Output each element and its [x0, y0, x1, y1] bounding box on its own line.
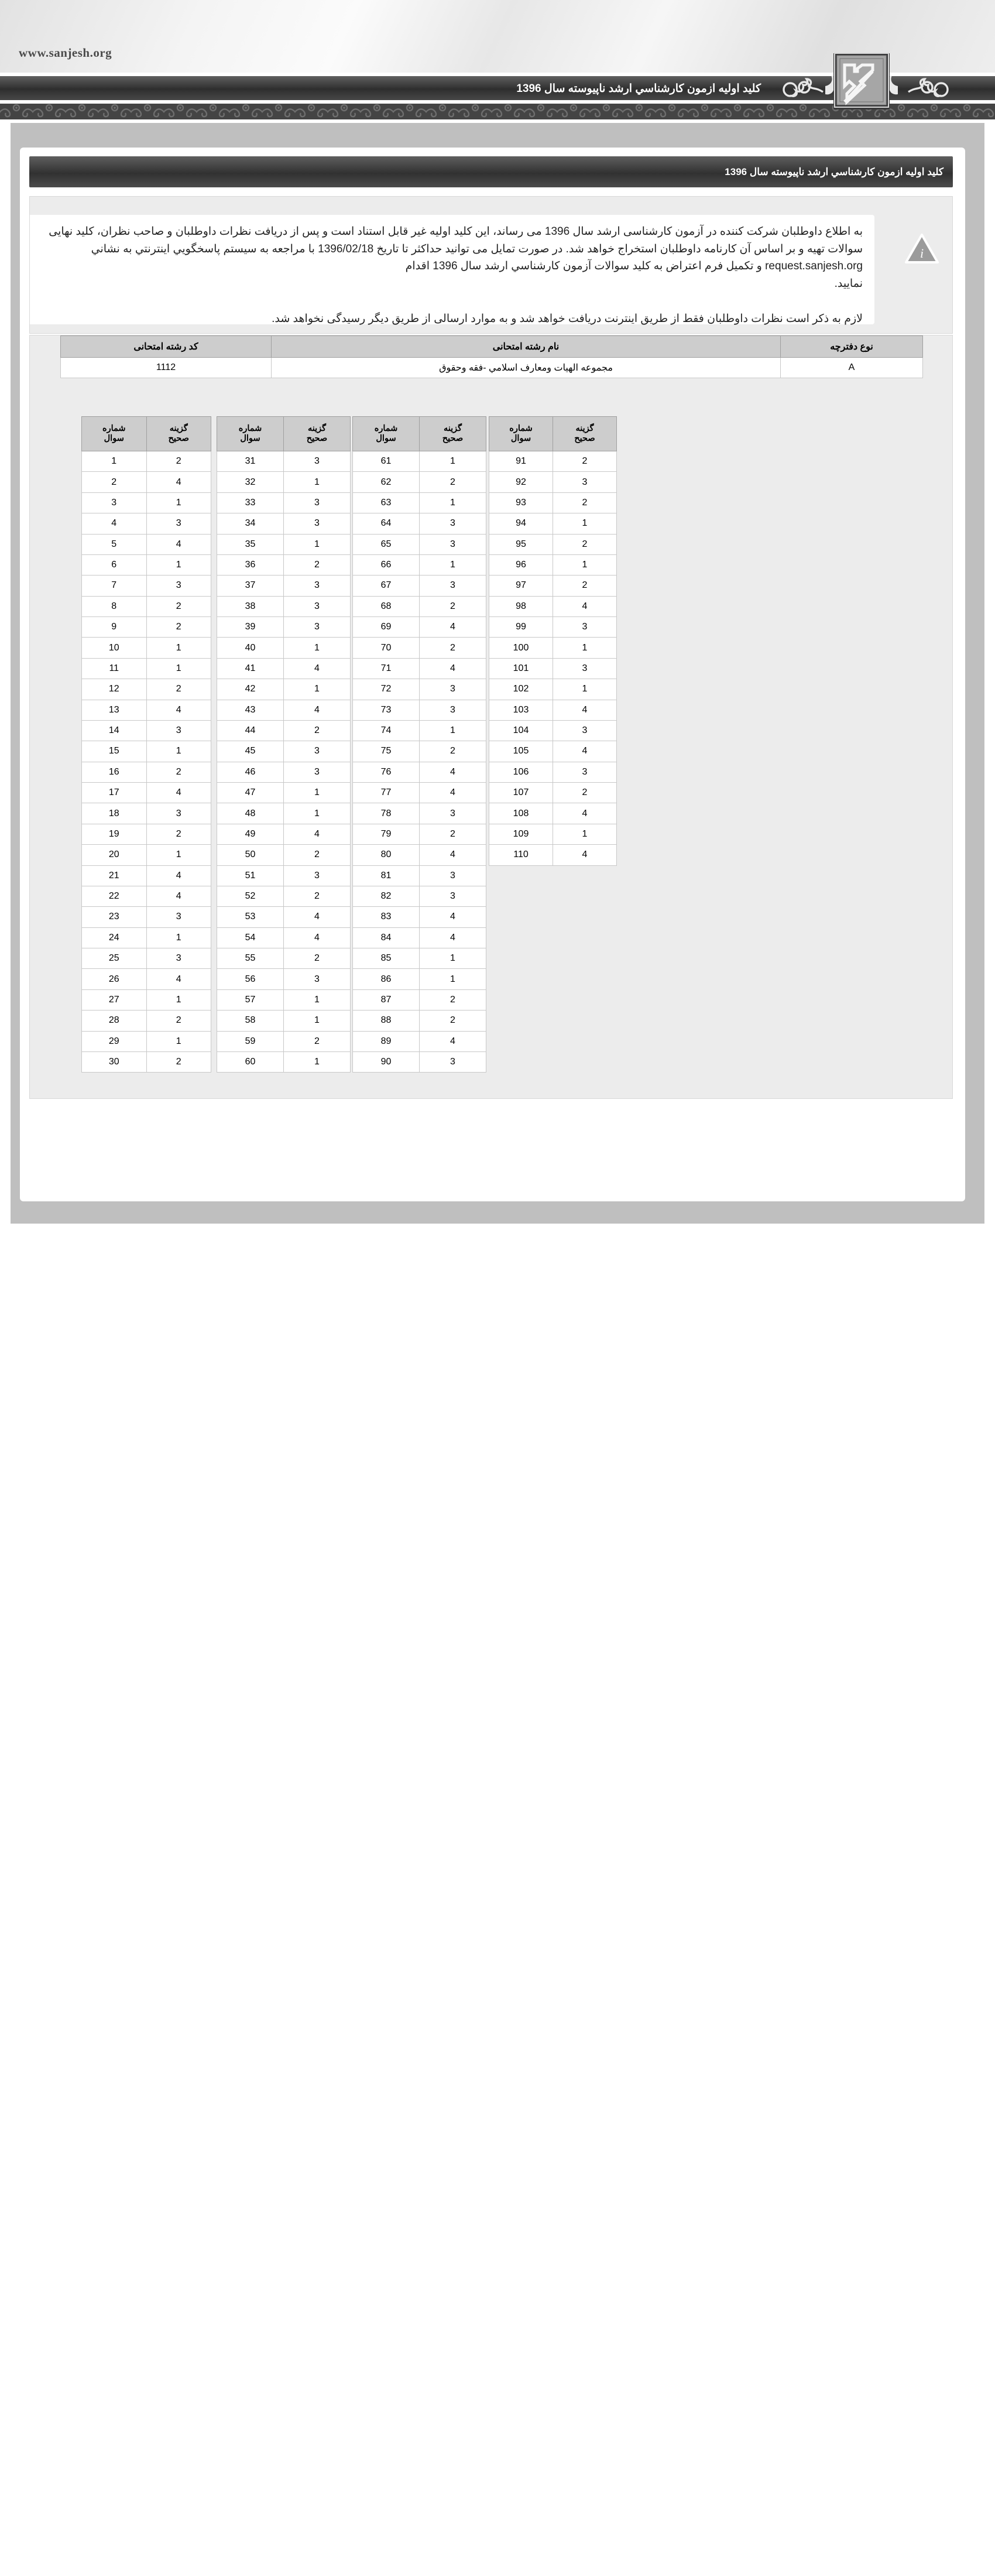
svg-text:i: i — [920, 246, 924, 261]
